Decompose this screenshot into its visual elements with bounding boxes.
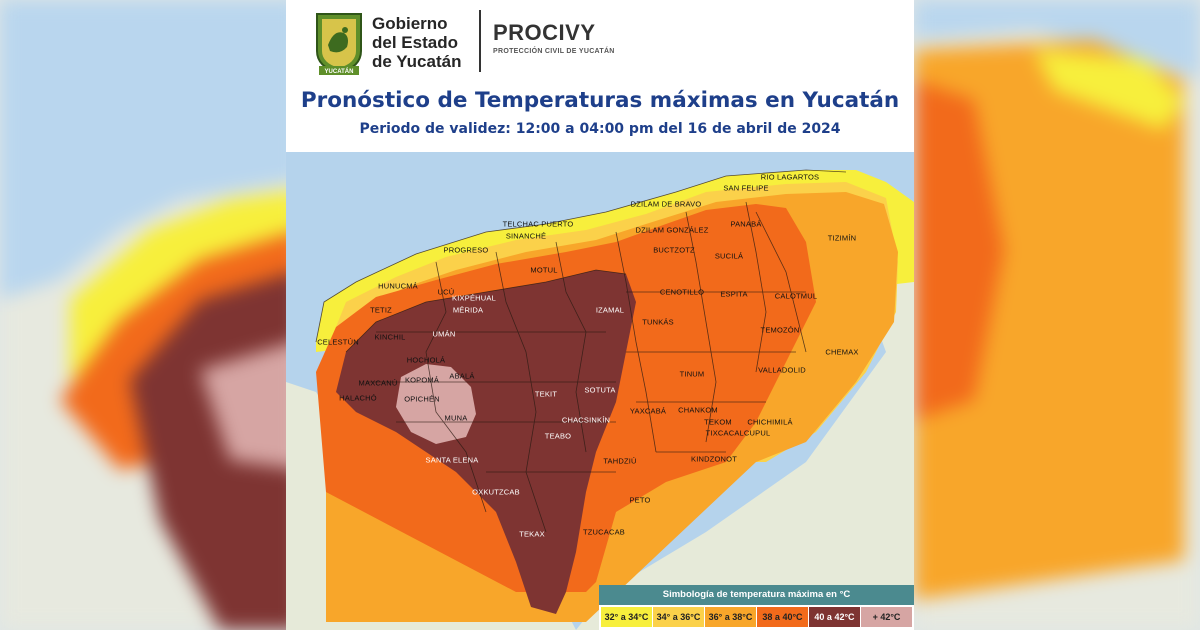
gov-name-line-1: Gobierno	[372, 14, 448, 33]
municipality-label: HOCHOLÁ	[406, 355, 446, 365]
municipality-label: PROGRESO	[443, 245, 489, 255]
municipality-label: TIXCACALCUPUL	[705, 428, 771, 438]
municipality-label: HUNUCMÁ	[378, 281, 418, 291]
municipality-label: TEKOM	[704, 417, 732, 427]
municipality-label: KINDZONOT	[691, 454, 737, 464]
municipality-label: TETIZ	[370, 305, 392, 315]
zone-40-42	[336, 270, 636, 614]
municipality-label: ABALÁ	[449, 371, 475, 381]
municipality-label: TEKAX	[519, 529, 545, 539]
municipality-label: MOTUL	[530, 265, 558, 275]
municipality-label: TINUM	[679, 369, 705, 379]
municipality-label: HALACHÓ	[339, 393, 377, 403]
legend: Simbología de temperatura máxima en °C 3…	[599, 585, 914, 630]
municipality-label: RIO LAGARTOS	[760, 172, 820, 182]
municipality-label: PANABÁ	[730, 219, 762, 229]
municipality-label: CENOTILLO	[659, 287, 705, 297]
municipality-label: IZAMAL	[595, 305, 625, 315]
municipality-label: MÉRIDA	[452, 305, 484, 315]
legend-item-34-36: 34° a 36°C	[653, 607, 705, 627]
municipality-label: SUCILÁ	[714, 251, 744, 261]
municipality-label: TEMOZÓN	[760, 325, 800, 335]
municipality-label: UMÁN	[432, 329, 456, 339]
blurred-background-left	[0, 0, 286, 630]
municipality-label: KINCHIL	[374, 332, 406, 342]
municipality-label: KOPOMÁ	[404, 375, 440, 385]
municipality-label: OXKUTZCAB	[472, 487, 520, 497]
municipality-label: SAN FELIPE	[723, 183, 769, 193]
municipality-label: YAXCABÁ	[629, 406, 667, 416]
municipality-label: TAHDZIÚ	[603, 456, 637, 466]
legend-title: Simbología de temperatura máxima en °C	[599, 585, 914, 605]
temperature-map: RIO LAGARTOS SAN FELIPE DZILAM DE BRAVO …	[286, 152, 914, 630]
municipal-borders	[315, 169, 847, 533]
forecast-card: YUCATÁN Gobierno del Estado de Yucatán P…	[286, 0, 914, 630]
municipality-label: TUNKÁS	[642, 317, 674, 327]
municipality-label: CALOTMUL	[774, 291, 818, 301]
municipality-label: CHANKOM	[678, 405, 718, 415]
municipality-label: CHACSINKÍN	[561, 415, 611, 425]
municipality-label: TIZIMÍN	[827, 233, 857, 243]
municipality-label: SOTUTA	[584, 385, 616, 395]
municipality-label: DZILAM GONZÁLEZ	[635, 225, 709, 235]
yucatan-coat-of-arms-icon: YUCATÁN	[316, 13, 362, 75]
org-subtitle: PROTECCIÓN CIVIL DE YUCATÁN	[493, 48, 615, 55]
zone-42-plus	[396, 364, 476, 444]
municipality-label: BUCTZOTZ	[653, 245, 695, 255]
header-divider	[479, 10, 481, 72]
header: YUCATÁN Gobierno del Estado de Yucatán P…	[286, 0, 914, 152]
validity-period: Periodo de validez: 12:00 a 04:00 pm del…	[359, 121, 841, 137]
municipality-label: CHICHIMILÁ	[747, 417, 793, 427]
municipality-label: SANTA ELENA	[425, 455, 479, 465]
municipality-label: TELCHAC PUERTO	[502, 219, 574, 229]
municipality-label: VALLADOLID	[758, 365, 806, 375]
land-quintana-roo	[576, 232, 914, 630]
municipality-label: DZILAM DE BRAVO	[630, 199, 702, 209]
yucatan-map-svg	[286, 152, 914, 630]
blurred-background-right	[914, 0, 1200, 630]
municipality-label: TZUCACAB	[582, 527, 626, 537]
municipality-label: KIXPÉHUAL	[452, 293, 496, 303]
municipality-label: CHEMAX	[825, 347, 859, 357]
legend-item-40-42: 40 a 42°C	[809, 607, 861, 627]
municipality-label: PETO	[629, 495, 651, 505]
municipality-label: MUNA	[444, 413, 468, 423]
municipality-label: UCÚ	[437, 287, 455, 297]
logo-banner-text: YUCATÁN	[325, 68, 354, 75]
municipality-label: TEABO	[544, 431, 572, 441]
municipality-label: OPICHÉN	[404, 394, 440, 404]
municipality-label: ESPITA	[720, 289, 748, 299]
gov-name-line-2: del Estado	[372, 33, 458, 52]
legend-item-38-40: 38 a 40°C	[757, 607, 809, 627]
municipality-label: MAXCANÚ	[358, 378, 398, 388]
legend-item-36-38: 36° a 38°C	[705, 607, 757, 627]
legend-item-32-34: 32° a 34°C	[601, 607, 653, 627]
municipality-label: TEKIT	[534, 389, 558, 399]
municipality-label: SINANCHÉ	[505, 231, 547, 241]
legend-items: 32° a 34°C 34° a 36°C 36° a 38°C 38 a 40…	[601, 607, 913, 627]
gov-name-line-3: de Yucatán	[372, 52, 462, 71]
government-name: Gobierno del Estado de Yucatán	[372, 14, 461, 71]
legend-item-42-plus: + 42°C	[861, 607, 913, 627]
org-name: PROCIVY	[493, 20, 596, 45]
municipality-label: CELESTÚN	[317, 337, 359, 347]
page-title: Pronóstico de Temperaturas máximas en Yu…	[300, 88, 900, 113]
